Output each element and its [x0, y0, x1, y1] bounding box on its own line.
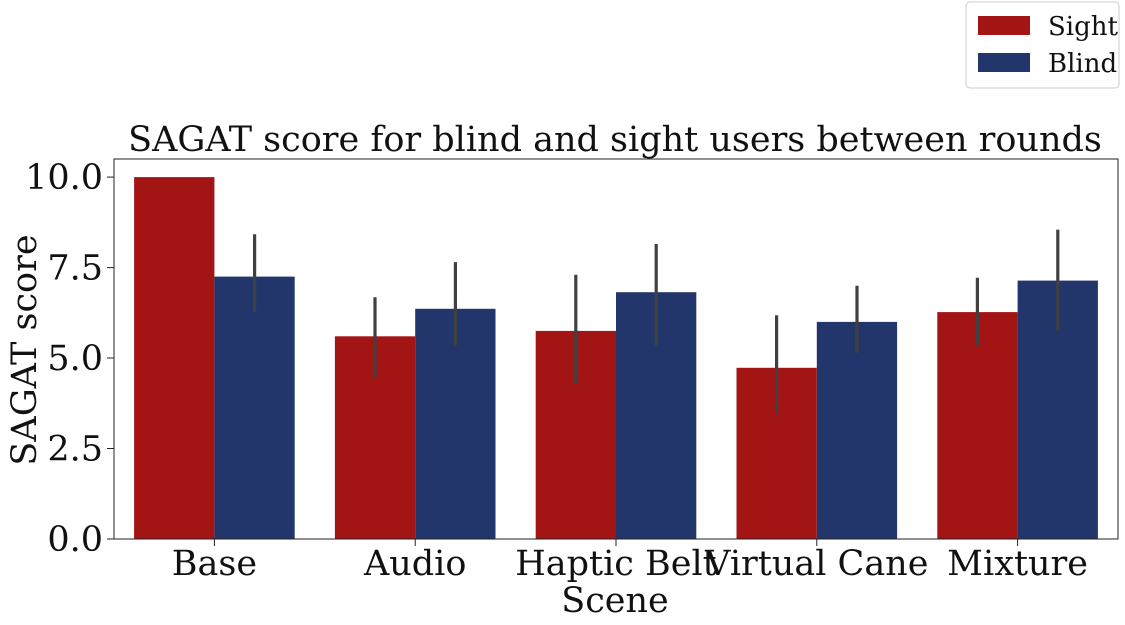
y-tick-label: 0.0 [47, 520, 103, 560]
y-tick-label: 5.0 [47, 339, 103, 379]
plot-area: 0.0 2.5 5.0 7.5 10.0 Base Audio Haptic BeltVirt… [25, 158, 1119, 584]
x-axis-label: Scene [561, 581, 669, 621]
bar-blind-base [214, 276, 295, 539]
bar-sight-mixture [937, 312, 1018, 539]
legend-swatch-sight [978, 16, 1030, 35]
y-tick-label: 2.5 [47, 430, 103, 470]
bar-blind-virtual-cane [816, 321, 898, 539]
y-axis-label: SAGAT score [5, 234, 45, 465]
legend-label-blind: Blind [1048, 49, 1117, 79]
x-tick-label: Audio [363, 544, 467, 584]
legend-label-sight: Sight [1048, 12, 1119, 42]
chart-title: SAGAT score for blind and sight users be… [128, 120, 1102, 160]
bar-blind-audio [415, 308, 496, 539]
legend-swatch-blind [978, 53, 1030, 72]
bar-sight-base [134, 177, 215, 539]
y-tick-label: 10.0 [25, 158, 103, 198]
y-tick-label: 7.5 [47, 249, 103, 289]
x-tick-label: Haptic Belt [515, 544, 716, 584]
x-tick-label: Mixture [947, 544, 1088, 584]
x-tick-label: Base [172, 544, 257, 584]
x-tick-label: Virtual Cane [704, 544, 928, 584]
legend: Sight Blind [965, 1, 1120, 89]
